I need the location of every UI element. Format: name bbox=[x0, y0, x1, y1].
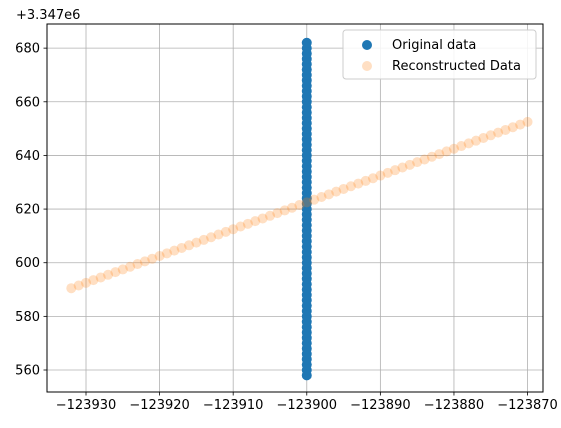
data-point-reconstructed-data bbox=[412, 157, 423, 168]
axes-frame bbox=[46, 23, 544, 393]
legend-box bbox=[342, 29, 537, 80]
data-point-reconstructed-data bbox=[382, 167, 393, 178]
x-tick-label: −123870 bbox=[497, 398, 558, 413]
data-point-reconstructed-data bbox=[235, 221, 246, 232]
data-point-reconstructed-data bbox=[360, 175, 371, 186]
data-point-reconstructed-data bbox=[147, 253, 158, 264]
data-point-reconstructed-data bbox=[338, 183, 349, 194]
series-original-data bbox=[301, 37, 312, 381]
y-tick-label: 560 bbox=[15, 364, 40, 379]
data-point-reconstructed-data bbox=[485, 130, 496, 141]
data-point-reconstructed-data bbox=[176, 242, 187, 253]
data-point-reconstructed-data bbox=[73, 280, 84, 291]
data-point-reconstructed-data bbox=[426, 151, 437, 162]
x-tick-label: −123920 bbox=[129, 398, 190, 413]
data-point-reconstructed-data bbox=[368, 173, 379, 184]
legend-label-reconstructed-data: Reconstructed Data bbox=[392, 59, 521, 74]
data-point-reconstructed-data bbox=[515, 119, 526, 130]
data-point-reconstructed-data bbox=[419, 154, 430, 165]
legend-marker-reconstructed-data bbox=[362, 61, 372, 71]
data-point-reconstructed-data bbox=[272, 208, 283, 219]
data-point-reconstructed-data bbox=[301, 197, 312, 208]
data-point-reconstructed-data bbox=[287, 202, 298, 213]
data-point-reconstructed-data bbox=[125, 261, 136, 272]
x-tick-label: −123910 bbox=[203, 398, 264, 413]
data-point-reconstructed-data bbox=[154, 251, 165, 262]
data-point-reconstructed-data bbox=[139, 256, 150, 267]
data-point-reconstructed-data bbox=[103, 269, 114, 280]
x-axis: −123930 −123920 −123910 −123900 −123890 −1238… bbox=[56, 392, 558, 413]
y-tick-label: 620 bbox=[15, 203, 40, 218]
data-point-reconstructed-data bbox=[345, 181, 356, 192]
data-point-reconstructed-data bbox=[191, 237, 202, 248]
data-point-reconstructed-data bbox=[294, 200, 305, 211]
legend-label-original-data: Original data bbox=[392, 38, 476, 53]
data-point-reconstructed-data bbox=[471, 135, 482, 146]
legend-marker-original-data bbox=[362, 40, 372, 50]
x-tick-label: −123890 bbox=[350, 398, 411, 413]
data-point-reconstructed-data bbox=[88, 275, 99, 286]
data-point-reconstructed-data bbox=[309, 194, 320, 205]
y-tick-label: 660 bbox=[15, 95, 40, 110]
data-point-reconstructed-data bbox=[331, 186, 342, 197]
x-tick-label: −123930 bbox=[56, 398, 117, 413]
series-reconstructed-data bbox=[66, 116, 533, 294]
y-tick-label: 600 bbox=[15, 256, 40, 271]
data-point-reconstructed-data bbox=[264, 210, 275, 221]
data-point-reconstructed-data bbox=[448, 143, 459, 154]
legend: Original data Reconstructed Data bbox=[342, 29, 537, 80]
data-point-reconstructed-data bbox=[390, 165, 401, 176]
data-point-reconstructed-data bbox=[220, 226, 231, 237]
data-point-reconstructed-data bbox=[279, 205, 290, 216]
data-point-reconstructed-data bbox=[404, 159, 415, 170]
data-point-reconstructed-data bbox=[161, 248, 172, 259]
data-point-reconstructed-data bbox=[206, 232, 217, 243]
data-marks bbox=[66, 37, 533, 381]
data-point-reconstructed-data bbox=[95, 272, 106, 283]
data-point-reconstructed-data bbox=[500, 124, 511, 135]
data-point-reconstructed-data bbox=[257, 213, 268, 224]
data-point-reconstructed-data bbox=[66, 283, 77, 294]
data-point-reconstructed-data bbox=[117, 264, 128, 275]
y-offset-label: +3.347e6 bbox=[16, 8, 80, 23]
data-point-reconstructed-data bbox=[375, 170, 386, 181]
data-point-reconstructed-data bbox=[242, 218, 253, 229]
data-point-reconstructed-data bbox=[169, 245, 180, 256]
x-tick-label: −123880 bbox=[424, 398, 485, 413]
data-point-reconstructed-data bbox=[397, 162, 408, 173]
data-point-reconstructed-data bbox=[184, 240, 195, 251]
data-point-reconstructed-data bbox=[522, 116, 533, 127]
grid-lines bbox=[47, 24, 543, 392]
data-point-reconstructed-data bbox=[441, 146, 452, 157]
data-point-reconstructed-data bbox=[110, 267, 121, 278]
data-point-reconstructed-data bbox=[81, 277, 92, 288]
data-point-reconstructed-data bbox=[463, 138, 474, 149]
data-point-reconstructed-data bbox=[507, 122, 518, 133]
data-point-original-data bbox=[301, 37, 312, 48]
data-point-reconstructed-data bbox=[353, 178, 364, 189]
data-point-reconstructed-data bbox=[434, 149, 445, 160]
data-point-reconstructed-data bbox=[493, 127, 504, 138]
y-tick-label: 580 bbox=[15, 310, 40, 325]
data-point-reconstructed-data bbox=[198, 234, 209, 245]
data-point-reconstructed-data bbox=[228, 224, 239, 235]
axes-background bbox=[47, 24, 543, 392]
data-point-reconstructed-data bbox=[250, 216, 261, 227]
x-tick-label: −123900 bbox=[277, 398, 338, 413]
data-point-reconstructed-data bbox=[478, 132, 489, 143]
data-point-reconstructed-data bbox=[323, 189, 334, 200]
data-point-reconstructed-data bbox=[316, 192, 327, 203]
y-tick-label: 680 bbox=[15, 42, 40, 57]
data-point-reconstructed-data bbox=[132, 259, 143, 270]
plot-area bbox=[46, 23, 544, 393]
y-tick-label: 640 bbox=[15, 149, 40, 164]
y-axis: 560 580 600 620 640 660 680 bbox=[15, 42, 47, 379]
data-point-reconstructed-data bbox=[213, 229, 224, 240]
data-point-reconstructed-data bbox=[456, 141, 467, 152]
